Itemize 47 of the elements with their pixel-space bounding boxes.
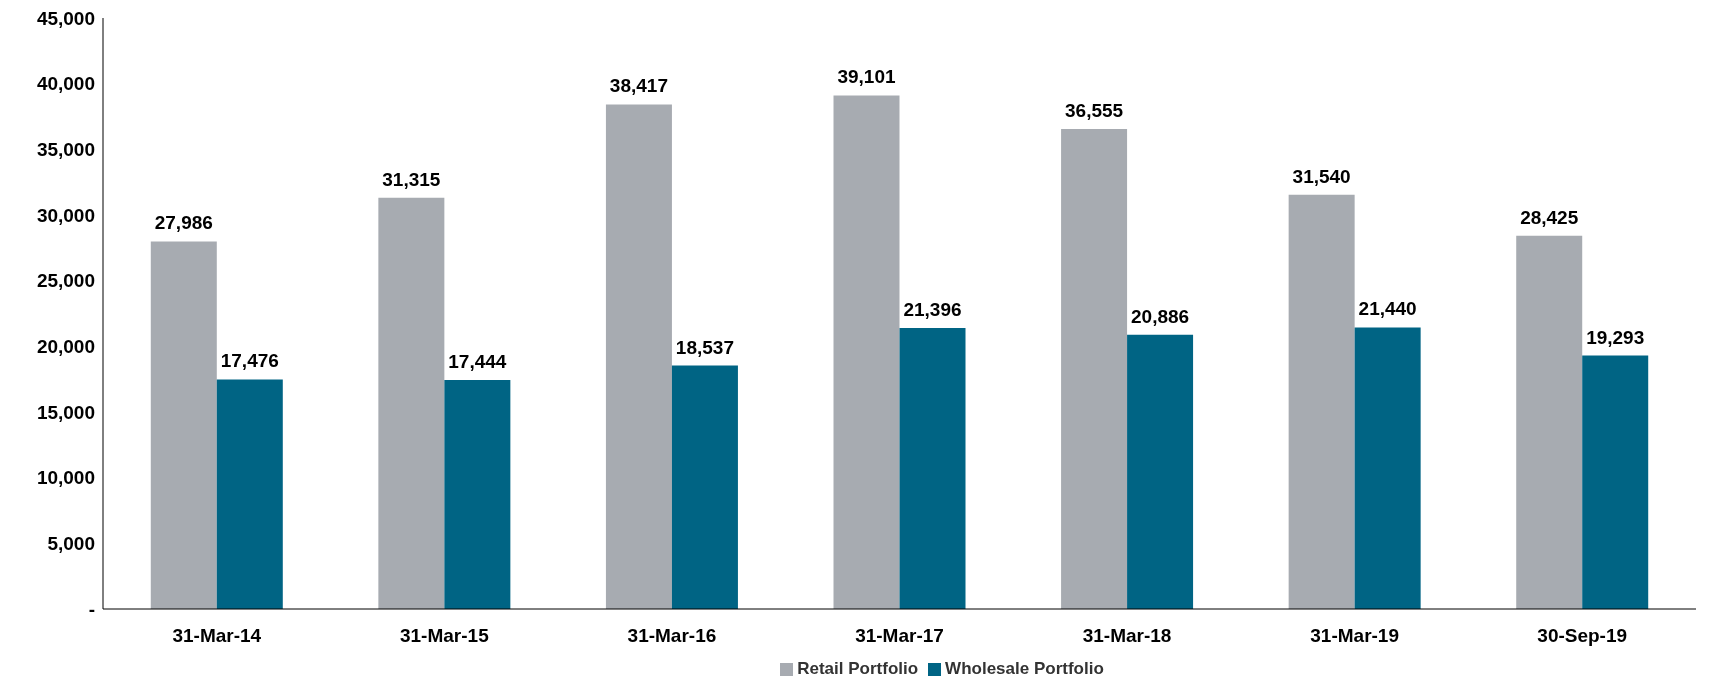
data-label: 20,886 — [1131, 305, 1190, 327]
y-tick-label: 20,000 — [36, 336, 95, 358]
y-tick-label: 40,000 — [36, 73, 95, 95]
y-tick-label: - — [88, 598, 95, 620]
bar — [605, 104, 672, 609]
x-tick-label: 31-Mar-15 — [400, 625, 490, 647]
y-tick-label: 15,000 — [36, 401, 95, 423]
x-tick-label: 31-Mar-16 — [627, 625, 717, 647]
legend-label: Retail Portfolio — [797, 659, 919, 678]
legend-label: Wholesale Portfolio — [945, 659, 1104, 678]
bar — [150, 241, 217, 609]
y-tick-label: 5,000 — [47, 533, 95, 555]
data-label: 39,101 — [837, 66, 896, 88]
data-label: 31,540 — [1292, 165, 1351, 187]
bar — [444, 379, 511, 609]
data-label: 28,425 — [1520, 206, 1579, 228]
x-tick-label: 31-Mar-17 — [855, 625, 944, 647]
x-tick-label: 30-Sep-19 — [1537, 625, 1628, 647]
x-tick-label: 31-Mar-14 — [172, 625, 262, 647]
x-tick-label: 31-Mar-18 — [1082, 625, 1172, 647]
data-label: 19,293 — [1586, 326, 1645, 348]
bar — [1288, 194, 1355, 609]
bar — [671, 365, 738, 609]
y-tick-label: 30,000 — [36, 204, 95, 226]
bar — [216, 379, 283, 609]
bar — [899, 328, 966, 609]
data-label: 17,444 — [448, 350, 507, 372]
data-label: 21,440 — [1358, 298, 1417, 320]
y-tick-label: 45,000 — [36, 7, 95, 29]
data-label: 18,537 — [675, 336, 734, 358]
x-tick-label: 31-Mar-19 — [1310, 625, 1399, 647]
bar — [378, 197, 445, 609]
data-label: 27,986 — [154, 212, 213, 234]
bar — [1354, 327, 1421, 609]
data-label: 38,417 — [609, 75, 668, 97]
bar — [1516, 235, 1583, 609]
data-label: 31,315 — [382, 168, 441, 190]
data-label: 21,396 — [903, 299, 962, 320]
bar — [1582, 355, 1649, 609]
y-tick-label: 35,000 — [36, 139, 95, 161]
bar — [1061, 128, 1128, 609]
bar — [833, 95, 900, 609]
data-label: 17,476 — [220, 350, 279, 372]
y-tick-label: 25,000 — [36, 270, 95, 292]
y-tick-label: 10,000 — [36, 467, 95, 489]
data-label: 36,555 — [1065, 99, 1124, 121]
bar — [1127, 334, 1194, 609]
